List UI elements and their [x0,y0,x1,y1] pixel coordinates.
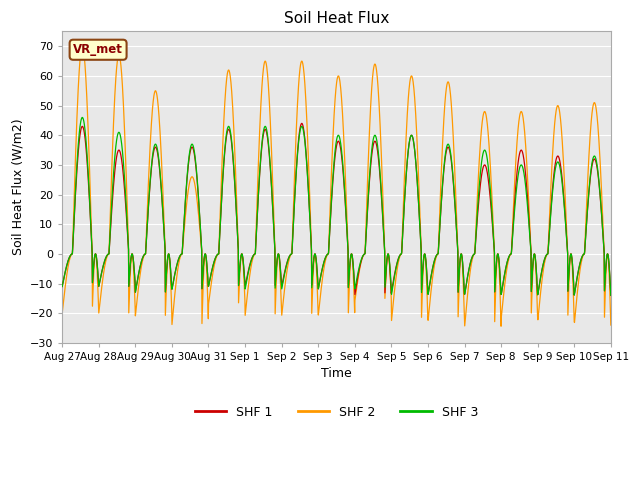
X-axis label: Time: Time [321,367,352,381]
Legend: SHF 1, SHF 2, SHF 3: SHF 1, SHF 2, SHF 3 [190,401,483,424]
Title: Soil Heat Flux: Soil Heat Flux [284,11,389,26]
Y-axis label: Soil Heat Flux (W/m2): Soil Heat Flux (W/m2) [11,119,24,255]
Text: VR_met: VR_met [73,43,123,56]
